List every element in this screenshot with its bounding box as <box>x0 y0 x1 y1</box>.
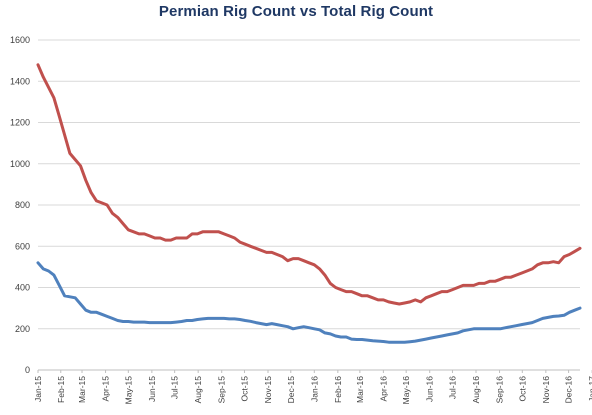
x-tick-label: Aug-16 <box>471 376 481 404</box>
x-tick-label: Jun-15 <box>147 376 157 402</box>
x-tick-label: Sep-16 <box>495 376 505 404</box>
x-tick-label: Dec-16 <box>564 376 574 404</box>
y-tick-label: 200 <box>15 324 30 334</box>
x-tick-label: Apr-16 <box>378 376 388 402</box>
y-tick-label: 600 <box>15 241 30 251</box>
y-tick-label: 400 <box>15 283 30 293</box>
x-axis: Jan-15 Feb-15 Mar-15 Apr-15 May-15 Jun-15 Jul-… <box>33 369 592 405</box>
y-tick-label: 1600 <box>10 35 30 45</box>
x-tick-label: Feb-15 <box>56 376 66 403</box>
x-tick-label: May-16 <box>401 376 411 405</box>
gridlines <box>38 39 580 330</box>
y-tick-label: 0 <box>25 365 30 375</box>
y-tick-label: 1200 <box>10 118 30 128</box>
y-axis: 0 200 400 600 800 1000 1200 1400 1600 <box>10 35 30 375</box>
x-tick-label: Jan-16 <box>309 376 319 402</box>
x-tick-label: Sep-15 <box>217 376 227 404</box>
y-tick-label: 800 <box>15 200 30 210</box>
y-tick-label: 1000 <box>10 159 30 169</box>
x-tick-label: Jan-17 <box>587 376 592 402</box>
x-tick-label: Mar-15 <box>77 376 87 403</box>
x-tick-label: Nov-16 <box>541 376 551 404</box>
x-tick-label: Oct-16 <box>517 376 527 402</box>
chart-title: Permian Rig Count vs Total Rig Count <box>158 3 434 20</box>
series-line-0 <box>36 63 582 306</box>
x-tick-label: Mar-16 <box>355 376 365 403</box>
x-tick-label: Oct-15 <box>239 376 249 402</box>
x-tick-label: Jan-15 <box>33 376 43 402</box>
x-tick-label: Feb-16 <box>333 376 343 403</box>
series-line-1 <box>36 261 582 344</box>
x-tick-label: Jun-16 <box>425 376 435 402</box>
x-tick-label: Aug-15 <box>193 376 203 404</box>
series-lines <box>36 63 582 344</box>
x-tick-label: Jul-16 <box>447 376 457 399</box>
y-tick-label: 1400 <box>10 76 30 86</box>
x-tick-label: Nov-15 <box>263 376 273 404</box>
x-tick-label: Apr-15 <box>101 376 111 402</box>
x-tick-label: May-15 <box>123 376 133 405</box>
x-tick-label: Dec-15 <box>286 376 296 404</box>
x-tick-label: Jul-15 <box>170 376 180 399</box>
